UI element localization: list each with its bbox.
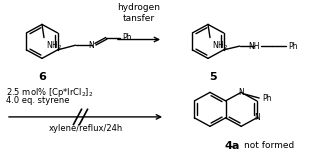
Text: 5: 5	[209, 72, 217, 82]
Text: 4a: 4a	[225, 141, 240, 151]
Text: Ph: Ph	[262, 93, 272, 103]
Text: xylene/reflux/24h: xylene/reflux/24h	[48, 124, 123, 133]
Text: N: N	[254, 113, 259, 122]
Text: Ph: Ph	[123, 33, 132, 42]
Text: NH$_2$: NH$_2$	[46, 39, 62, 52]
Text: NH$_2$: NH$_2$	[212, 39, 228, 52]
Text: Ph: Ph	[289, 42, 298, 51]
Text: 6: 6	[38, 72, 46, 82]
Text: N: N	[89, 41, 95, 50]
Text: hydrogen
tansfer: hydrogen tansfer	[117, 3, 160, 22]
Text: not formed: not formed	[244, 141, 294, 150]
Text: N: N	[238, 88, 244, 97]
Text: NH: NH	[248, 42, 259, 51]
Text: 2.5 mol% [Cp*IrCl$_2$]$_2$: 2.5 mol% [Cp*IrCl$_2$]$_2$	[6, 86, 94, 99]
Text: 4.0 eq. styrene: 4.0 eq. styrene	[6, 96, 69, 105]
